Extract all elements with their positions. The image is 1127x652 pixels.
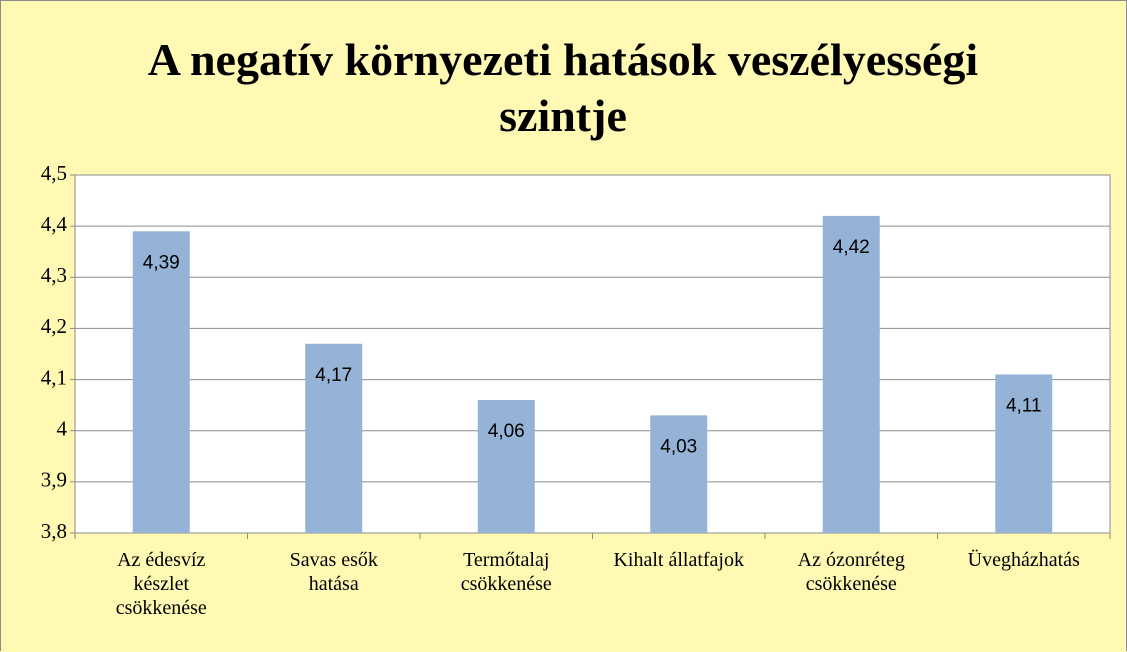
x-tick-label: Kihalt állatfajok	[613, 549, 744, 571]
x-tick-label: Termőtalaj csökkenése	[460, 549, 552, 595]
bar	[650, 415, 708, 533]
y-tick-label: 4,4	[41, 212, 68, 236]
chart-title: A negatív környezeti hatások veszélyessé…	[147, 34, 979, 141]
x-tick-label: Üvegházhatás	[967, 549, 1080, 571]
x-tick-label-box: Az ózonréteg csökkenése	[765, 548, 938, 596]
value-label: 4,39	[143, 252, 180, 273]
value-label: 4,06	[488, 421, 525, 442]
x-tick-label: Az édesvíz készlet csökkenése	[115, 549, 207, 619]
bar	[132, 231, 190, 533]
value-label: 4,11	[1006, 395, 1042, 416]
y-tick-label: 4,3	[41, 263, 67, 287]
value-label: 4,03	[660, 436, 697, 457]
value-label: 4,17	[315, 365, 352, 386]
y-tick-label: 3,9	[41, 468, 67, 492]
x-tick-label-box: Kihalt állatfajok	[593, 548, 766, 572]
y-tick-label: 4,5	[41, 161, 67, 185]
plot-area	[74, 174, 1111, 534]
x-tick-label-box: Az édesvíz készlet csökkenése	[75, 548, 248, 620]
x-tick-label: Savas esők hatása	[289, 549, 378, 595]
bar	[477, 400, 535, 533]
bar	[822, 215, 880, 533]
x-tick-label: Az ózonréteg csökkenése	[797, 549, 905, 595]
value-label: 4,42	[833, 237, 870, 258]
y-tick-label: 4	[57, 417, 68, 441]
x-tick-label-box: Termőtalaj csökkenése	[420, 548, 593, 596]
x-tick-label-box: Üvegházhatás	[938, 548, 1111, 572]
y-tick-label: 4,1	[41, 365, 67, 389]
y-tick-label: 3,8	[41, 519, 67, 543]
x-tick-label-box: Savas esők hatása	[248, 548, 421, 596]
y-tick-label: 4,2	[41, 314, 67, 338]
bar	[995, 374, 1053, 533]
bar	[305, 343, 363, 533]
